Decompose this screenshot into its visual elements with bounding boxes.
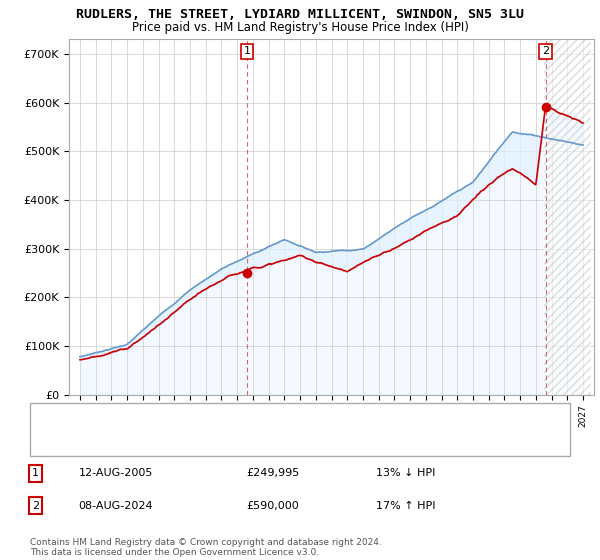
Text: £590,000: £590,000 [246, 501, 299, 511]
Text: Contains HM Land Registry data © Crown copyright and database right 2024.
This d: Contains HM Land Registry data © Crown c… [30, 538, 382, 557]
Text: 2: 2 [542, 46, 549, 57]
Text: RUDLERS, THE STREET, LYDIARD MILLICENT, SWINDON, SN5 3LU: RUDLERS, THE STREET, LYDIARD MILLICENT, … [76, 8, 524, 21]
Text: 08-AUG-2024: 08-AUG-2024 [79, 501, 153, 511]
Text: RUDLERS, THE STREET, LYDIARD MILLICENT, SWINDON, SN5 3LU (detached house): RUDLERS, THE STREET, LYDIARD MILLICENT, … [76, 413, 482, 423]
Bar [544, 39, 591, 395]
Text: 1: 1 [32, 468, 39, 478]
Text: 13% ↓ HPI: 13% ↓ HPI [376, 468, 435, 478]
Text: 17% ↑ HPI: 17% ↑ HPI [376, 501, 435, 511]
Text: Price paid vs. HM Land Registry's House Price Index (HPI): Price paid vs. HM Land Registry's House … [131, 21, 469, 34]
Text: 1: 1 [244, 46, 250, 57]
Text: HPI: Average price, detached house, Wiltshire: HPI: Average price, detached house, Wilt… [76, 437, 299, 447]
FancyBboxPatch shape [30, 403, 570, 456]
Text: 2: 2 [32, 501, 39, 511]
Text: £249,995: £249,995 [246, 468, 299, 478]
Text: 12-AUG-2005: 12-AUG-2005 [79, 468, 153, 478]
